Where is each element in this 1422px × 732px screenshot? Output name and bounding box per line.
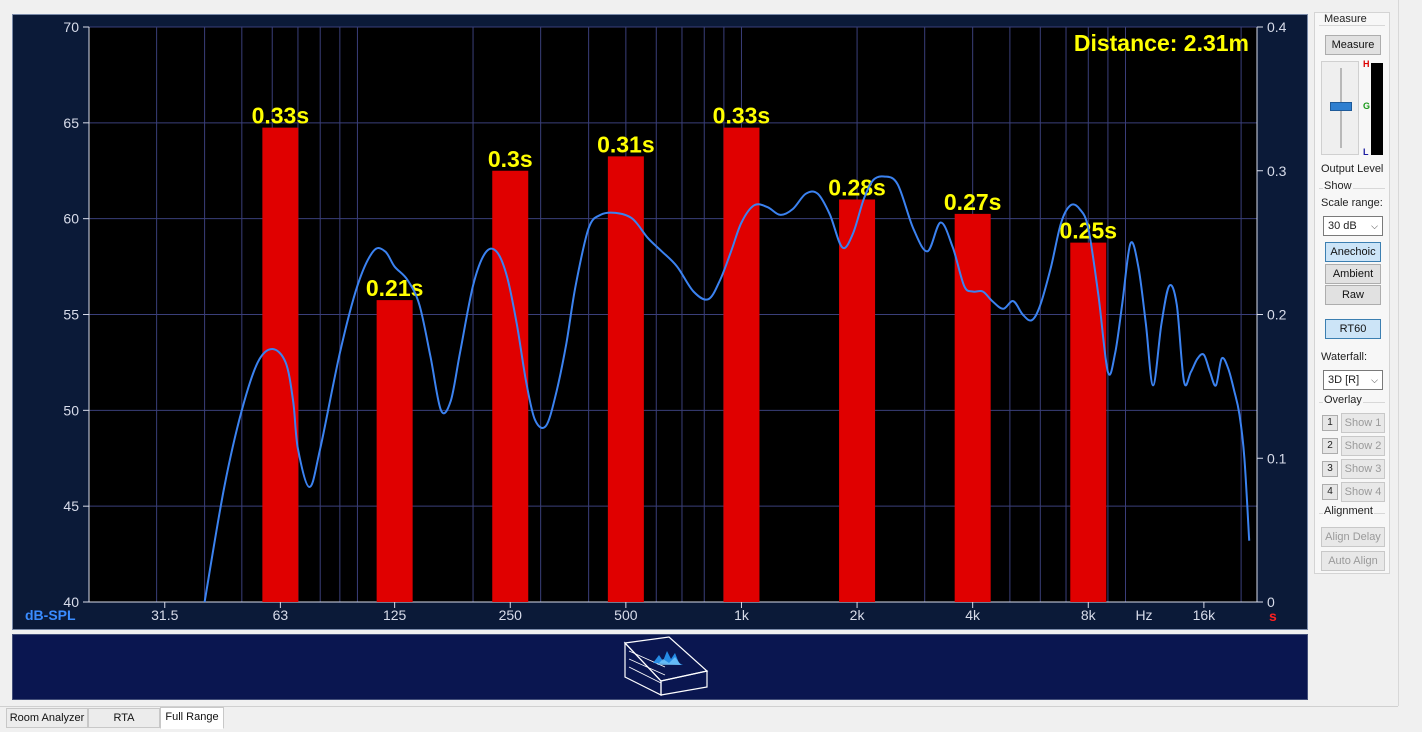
scale-range-value: 30 dB — [1328, 220, 1357, 232]
hz-label: Hz — [1135, 607, 1152, 623]
waterfall-value: 3D [R] — [1328, 374, 1360, 386]
left-tick-label: 60 — [63, 211, 79, 227]
scale-range-select[interactable]: 30 dB ⌵ — [1323, 216, 1383, 236]
ambient-button[interactable]: Ambient — [1325, 264, 1381, 284]
rt60-bar — [492, 170, 529, 602]
show-2-button[interactable]: Show 2 — [1341, 436, 1385, 456]
right-tick-label: 0.3 — [1267, 163, 1287, 179]
slider-thumb[interactable] — [1330, 102, 1352, 112]
x-tick-label: 4k — [965, 607, 981, 623]
show-group-label: Show — [1323, 180, 1353, 192]
rt60-bar-label: 0.3s — [488, 146, 533, 172]
frequency-response-chart: 40 45 50 55 60 65 70 0 0.1 0.2 0.3 0.4 31.5 63 125 250 5… — [12, 14, 1308, 630]
waterfall-label: Waterfall: — [1321, 351, 1368, 363]
right-axis-unit: s — [1269, 608, 1277, 624]
x-tick-label: 63 — [273, 607, 289, 623]
waterfall-select[interactable]: 3D [R] ⌵ — [1323, 370, 1383, 390]
level-good-mark: G — [1363, 101, 1371, 111]
rt60-bar — [262, 127, 299, 602]
x-tick-label: 16k — [1193, 607, 1217, 623]
distance-readout: Distance: 2.31m — [1074, 30, 1249, 56]
rt60-bar-label: 0.21s — [366, 275, 424, 301]
measure-button[interactable]: Measure — [1325, 35, 1381, 55]
rt60-button[interactable]: RT60 — [1325, 319, 1381, 339]
show-4-button[interactable]: Show 4 — [1341, 482, 1385, 502]
chevron-down-icon: ⌵ — [1371, 375, 1378, 385]
level-low-mark: L — [1363, 147, 1369, 157]
overlay-group-label: Overlay — [1323, 394, 1363, 406]
rt60-bar — [723, 127, 760, 602]
align-delay-button[interactable]: Align Delay — [1321, 527, 1385, 547]
control-panel: Measure Measure H G L Output Level Show … — [1314, 12, 1390, 574]
rt60-bar — [607, 156, 644, 602]
right-tick-label: 0.4 — [1267, 19, 1287, 35]
left-axis-label: dB-SPL — [25, 607, 76, 623]
x-tick-label: 1k — [734, 607, 750, 623]
overlay-2-checkbox[interactable]: 2 — [1322, 438, 1338, 454]
left-tick-label: 45 — [63, 498, 79, 514]
level-high-mark: H — [1363, 59, 1370, 69]
left-tick-label: 70 — [63, 19, 79, 35]
anechoic-button[interactable]: Anechoic — [1325, 242, 1381, 262]
show-3-button[interactable]: Show 3 — [1341, 459, 1385, 479]
left-tick-label: 65 — [63, 115, 79, 131]
overlay-3-checkbox[interactable]: 3 — [1322, 461, 1338, 477]
rt60-bar-label: 0.28s — [828, 175, 886, 201]
overlay-4-checkbox[interactable]: 4 — [1322, 484, 1338, 500]
rt60-bar-label: 0.31s — [597, 131, 655, 157]
tab-room-analyzer[interactable]: Room Analyzer — [6, 708, 88, 728]
chart-svg: 40 45 50 55 60 65 70 0 0.1 0.2 0.3 0.4 31.5 63 125 250 5… — [25, 19, 1287, 624]
left-tick-label: 50 — [63, 402, 79, 418]
rt60-bar — [376, 300, 413, 602]
alignment-group-label: Alignment — [1323, 505, 1374, 517]
right-tick-label: 0.1 — [1267, 450, 1287, 466]
spl-curve — [203, 175, 1251, 603]
level-meter — [1371, 63, 1383, 155]
x-tick-label: 31.5 — [151, 607, 178, 623]
rt60-bar-label: 0.27s — [944, 189, 1002, 215]
rt60-bar-label: 0.33s — [713, 103, 771, 129]
x-tick-label: 2k — [850, 607, 866, 623]
x-tick-label: 8k — [1081, 607, 1097, 623]
output-level-slider[interactable] — [1321, 61, 1359, 155]
left-tick-label: 55 — [63, 307, 79, 323]
rt60-bar-label: 0.33s — [252, 103, 310, 129]
x-tick-label: 125 — [383, 607, 407, 623]
rt60-bar — [839, 199, 876, 602]
raw-button[interactable]: Raw — [1325, 285, 1381, 305]
auto-align-button[interactable]: Auto Align — [1321, 551, 1385, 571]
waterfall-thumbnail-icon[interactable] — [13, 635, 1309, 701]
left-tick-label: 40 — [63, 594, 79, 610]
waterfall-thumbnail-strip — [12, 634, 1308, 700]
measure-group-label: Measure — [1323, 13, 1368, 25]
show-1-button[interactable]: Show 1 — [1341, 413, 1385, 433]
overlay-1-checkbox[interactable]: 1 — [1322, 415, 1338, 431]
chevron-down-icon: ⌵ — [1371, 221, 1378, 231]
tab-strip-line — [0, 706, 1398, 707]
x-tick-label: 500 — [614, 607, 638, 623]
right-tick-label: 0 — [1267, 594, 1275, 610]
tab-full-range[interactable]: Full Range — [160, 707, 224, 729]
panel-separator — [1398, 0, 1399, 706]
tab-rta[interactable]: RTA — [88, 708, 160, 728]
output-level-label: Output Level — [1321, 163, 1384, 175]
rt60-bar — [1070, 242, 1107, 602]
scale-range-label: Scale range: — [1321, 197, 1383, 209]
right-tick-label: 0.2 — [1267, 307, 1287, 323]
x-tick-label: 250 — [499, 607, 523, 623]
measure-group-line — [1319, 25, 1385, 26]
